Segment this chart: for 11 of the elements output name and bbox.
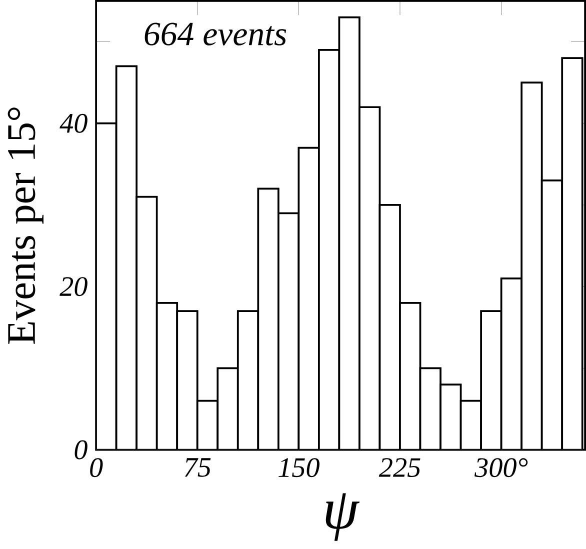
- y-axis-title: Events per 15°: [8, 108, 44, 344]
- x-tick-label: 75: [184, 458, 211, 477]
- x-tick-label: 225: [378, 458, 420, 478]
- x-tick-label: 300°: [474, 458, 528, 478]
- y-tick-label: 0: [74, 440, 88, 460]
- y-tick-label: 40: [60, 114, 88, 134]
- x-tick-label: 0: [90, 458, 103, 478]
- y-tick-label: 20: [60, 277, 88, 296]
- x-axis-title: ψ: [326, 493, 360, 542]
- x-tick-label: 150: [278, 458, 320, 478]
- annotation: 664 events: [144, 22, 286, 46]
